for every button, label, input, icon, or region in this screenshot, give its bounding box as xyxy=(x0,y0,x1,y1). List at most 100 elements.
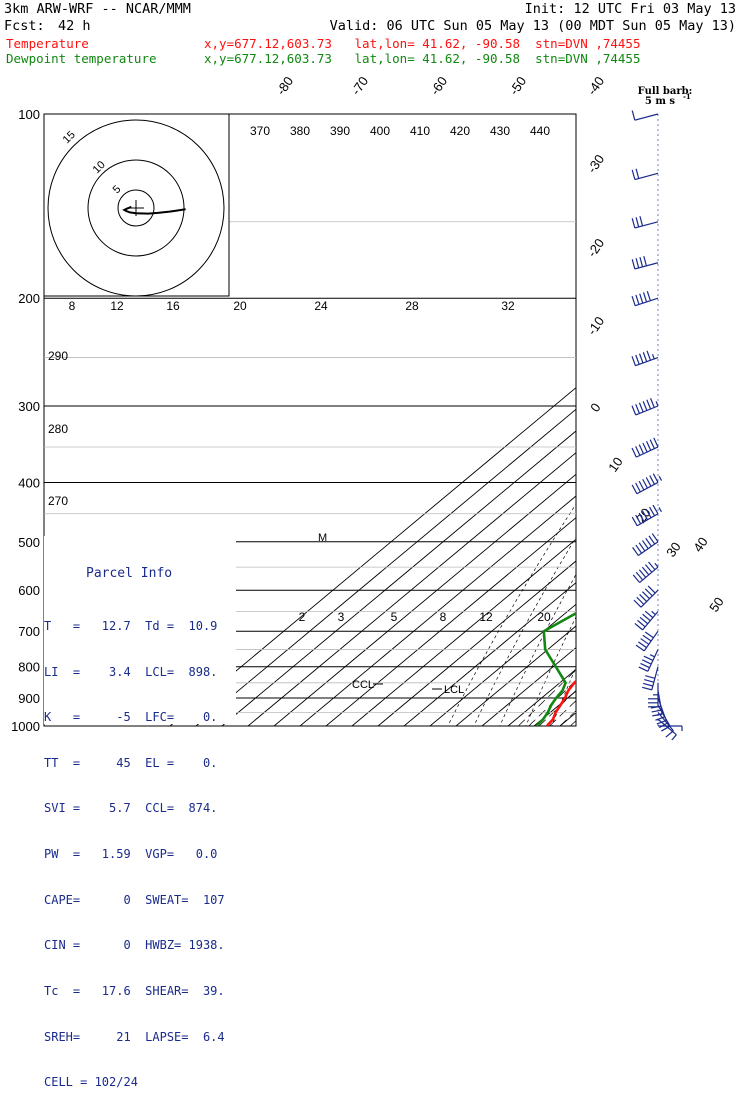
pressure-tick-label: 300 xyxy=(18,399,40,414)
isotherm-label: -50 xyxy=(506,74,529,98)
wind-barb-flag xyxy=(642,687,652,690)
wind-barb-flag xyxy=(640,294,643,304)
wind-barb-flag xyxy=(645,676,655,679)
wind-barb-flag xyxy=(632,170,635,180)
wind-barb-flag xyxy=(644,656,653,660)
isotherm xyxy=(478,86,740,740)
wind-barb-flag xyxy=(670,735,676,740)
wind-barb-flag xyxy=(651,398,655,407)
isotherm-label: 50 xyxy=(706,594,727,614)
wind-barb-flag xyxy=(636,483,641,492)
dry-adiabat xyxy=(705,114,740,739)
wind-barb-flag xyxy=(645,632,653,638)
hodograph-speed-tick: 20 xyxy=(233,299,247,313)
wind-barb-flag xyxy=(632,406,636,415)
wind-barb-flag xyxy=(642,540,648,548)
isotherm-label: 0 xyxy=(587,400,603,415)
wind-barb-flag xyxy=(653,505,658,514)
wind-barb-half-flag xyxy=(652,611,656,614)
hodograph-speed-tick: 32 xyxy=(501,299,515,313)
theta-label: 390 xyxy=(330,124,350,138)
wind-barb-flag xyxy=(647,291,650,301)
parcel-row: T = 12.7 Td = 10.9 xyxy=(44,619,236,634)
mixing-ratio-label: 20 xyxy=(537,610,551,624)
wind-barb-flag xyxy=(638,642,646,648)
wind-barb-flag xyxy=(636,295,639,305)
wind-barb-half-flag xyxy=(653,354,655,359)
wind-barb-flag xyxy=(636,446,640,455)
wind-barb-half-flag xyxy=(656,401,658,406)
isotherm-label: 40 xyxy=(690,534,711,554)
wind-barb-flag xyxy=(640,216,643,226)
wind-barb-flag xyxy=(636,217,639,227)
annotation-lcl: LCL xyxy=(444,684,464,696)
wind-barb-flag xyxy=(643,479,648,488)
pressure-tick-label: 500 xyxy=(18,535,40,550)
parcel-row: PW = 1.59 VGP= 0.0 xyxy=(44,847,236,862)
mixing-ratio-label: 12 xyxy=(479,610,493,624)
wind-barb-flag xyxy=(632,259,635,269)
hodograph-speed-tick: 8 xyxy=(69,299,76,313)
wind-barb-flag xyxy=(649,536,655,544)
wind-barb-flag xyxy=(632,296,635,306)
mixing-ratio-label: 5 xyxy=(391,610,398,624)
isotherm xyxy=(296,86,740,740)
wind-barb-flag xyxy=(666,731,674,737)
potential-temp-label: 270 xyxy=(48,494,68,508)
wind-barb-flag xyxy=(654,438,658,447)
wind-barb-flag xyxy=(644,256,647,266)
hodograph-speed-tick: 28 xyxy=(405,299,419,313)
mixing-ratio-label: 3 xyxy=(338,610,345,624)
wind-barb-flag xyxy=(643,401,647,410)
isotherm-label: 30 xyxy=(663,539,684,559)
wind-barb-flag xyxy=(653,474,658,483)
wind-barb-flag xyxy=(643,352,646,361)
potential-temp-label: 280 xyxy=(48,422,68,436)
wind-barb-flag xyxy=(643,443,647,452)
pressure-tick-label: 1000 xyxy=(11,719,40,734)
wind-barb-flag xyxy=(647,400,651,409)
wind-barb-flag xyxy=(639,403,643,412)
isotherm-label: -70 xyxy=(348,74,371,98)
annotation-ccl: CCL xyxy=(352,679,374,691)
wind-barb-flag xyxy=(642,660,651,664)
wind-barb-flag xyxy=(647,441,651,450)
dry-adiabat xyxy=(494,114,740,739)
dry-adiabat xyxy=(731,114,740,739)
wind-barb xyxy=(635,114,658,120)
theta-label: 440 xyxy=(530,124,550,138)
parcel-row: LI = 3.4 LCL= 898. xyxy=(44,665,236,680)
wind-barb-flag xyxy=(640,354,643,363)
isotherm xyxy=(244,86,740,740)
theta-label: 400 xyxy=(370,124,390,138)
parcel-row: SREH= 21 LAPSE= 6.4 xyxy=(44,1030,236,1045)
wind-barb-half-flag xyxy=(650,655,655,657)
wind-barb-flag xyxy=(639,481,644,490)
pressure-tick-label: 200 xyxy=(18,291,40,306)
full-barb-key-exponent: -1 xyxy=(683,92,691,101)
mixing-ratio-label: 8 xyxy=(440,610,447,624)
wind-barb-flag xyxy=(641,639,649,645)
wind-barb-flag xyxy=(640,663,649,667)
parcel-row: K = -5 LFC= 0. xyxy=(44,710,236,725)
wind-barb-half-flag xyxy=(659,476,661,480)
pressure-tick-label: 600 xyxy=(18,583,40,598)
isotherm xyxy=(400,86,740,740)
wind-barb-flag xyxy=(650,476,655,485)
isotherm-label: -10 xyxy=(584,314,607,338)
wind-barb-flag xyxy=(643,635,651,641)
parcel-row: CIN = 0 HWBZ= 1938. xyxy=(44,938,236,953)
pressure-tick-label: 900 xyxy=(18,691,40,706)
moist-adiabat xyxy=(570,298,740,726)
wind-barb-flag xyxy=(632,485,637,494)
isotherm xyxy=(634,86,740,740)
wind-barb-flag xyxy=(643,292,646,302)
theta-label: 370 xyxy=(250,124,270,138)
isotherm-label: -60 xyxy=(427,74,450,98)
pressure-tick-label: 700 xyxy=(18,624,40,639)
dry-adiabat xyxy=(468,114,740,739)
wind-barb-flag xyxy=(646,477,651,486)
full-barb-key-units: 5 m s xyxy=(645,96,676,107)
wind-barb-flag xyxy=(632,111,635,121)
dry-adiabat xyxy=(600,114,740,739)
